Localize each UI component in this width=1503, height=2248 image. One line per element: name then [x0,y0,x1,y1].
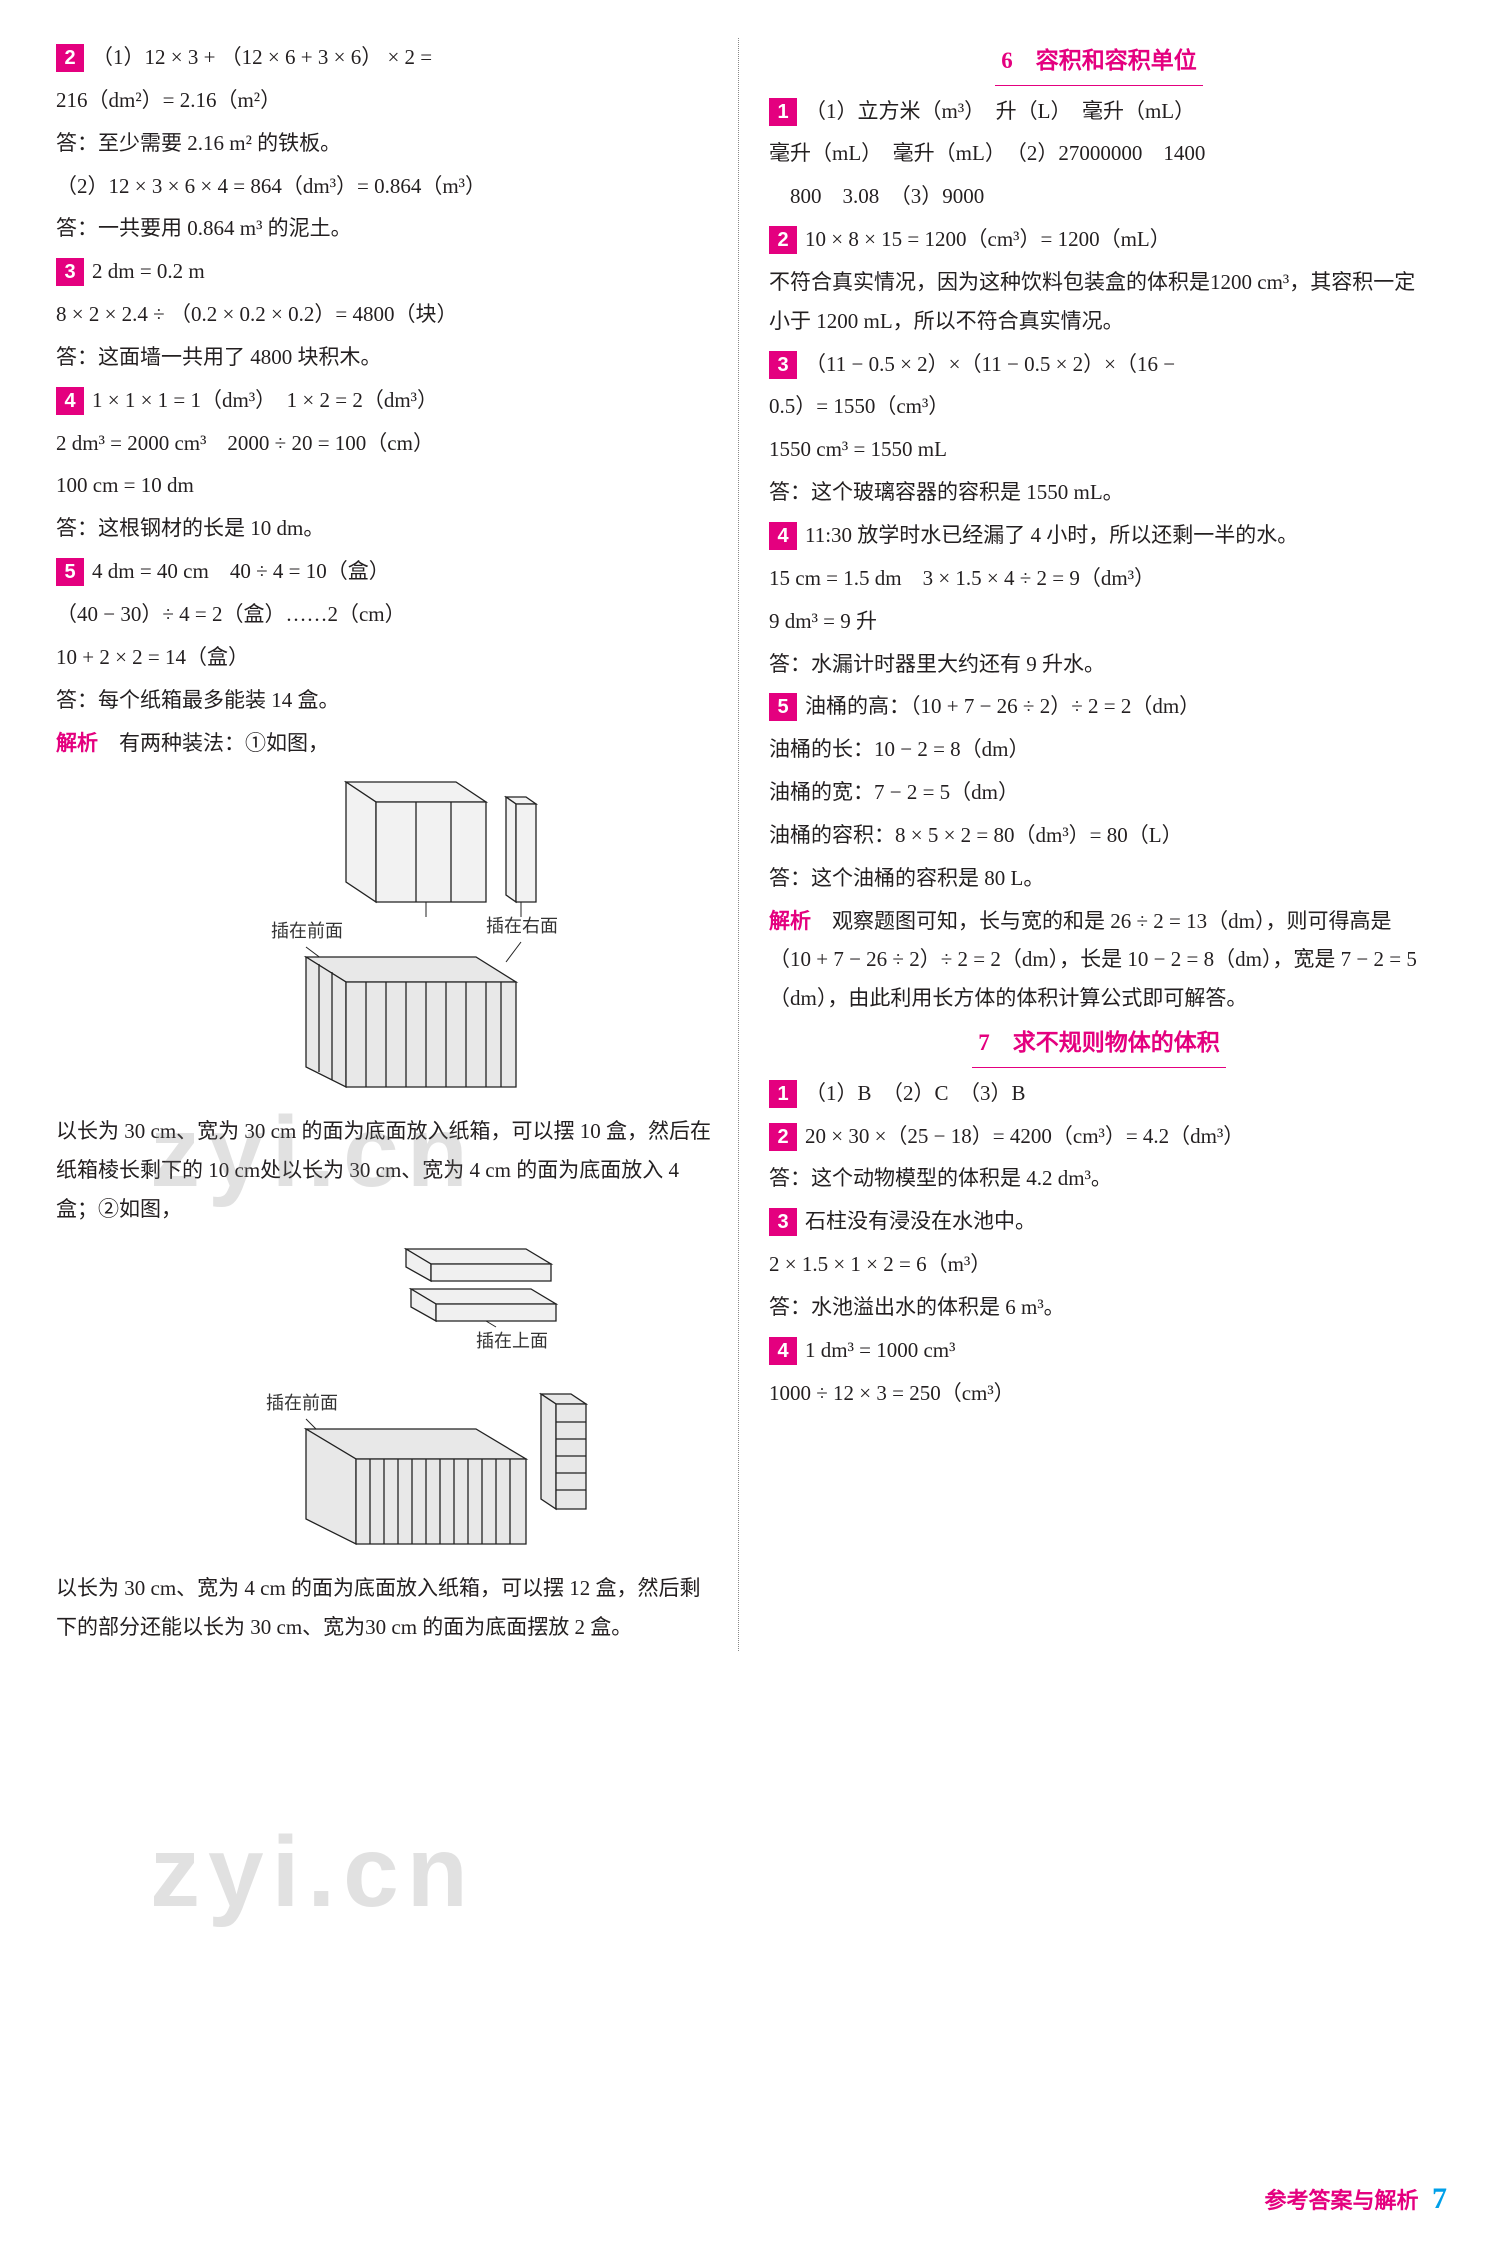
qnum-2: 2 [56,44,84,72]
text: 8 × 2 × 2.4 ÷ （0.2 × 0.2 × 0.2）= 4800（块） [56,295,716,334]
qnum-2: 2 [769,226,797,254]
text: 800 3.08 （3）9000 [769,177,1429,216]
text: 不符合真实情况，因为这种饮料包装盒的体积是1200 cm³，其容积一定小于 12… [769,263,1429,341]
text: （1）立方米（m³） 升（L） 毫升（mL） [805,99,1195,123]
text: 以长为 30 cm、宽为 4 cm 的面为底面放入纸箱，可以摆 12 盒，然后剩… [56,1569,716,1647]
qnum-2: 2 [769,1123,797,1151]
text: 答：这根钢材的长是 10 dm。 [56,509,716,548]
text: （2）12 × 3 × 6 × 4 = 864（dm³）= 0.864（m³） [56,167,716,206]
text: 答：这面墙一共用了 4800 块积木。 [56,338,716,377]
text: 石柱没有浸没在水池中。 [805,1209,1036,1233]
page-number: 7 [1432,2182,1447,2215]
page-footer: 参考答案与解析 7 [1264,2171,1447,2227]
text: 4 dm = 40 cm 40 ÷ 4 = 10（盒） [92,559,390,583]
text: 以长为 30 cm、宽为 30 cm 的面为底面放入纸箱，可以摆 10 盒，然后… [56,1112,716,1229]
text: 0.5）= 1550（cm³） [769,387,1429,426]
text: 答：水池溢出水的体积是 6 m³。 [769,1288,1429,1327]
figure-2: 插在上面 插在前面 [156,1239,616,1559]
text: 答：这个玻璃容器的容积是 1550 mL。 [769,473,1429,512]
qnum-5: 5 [769,693,797,721]
analysis-label: 解析 [769,909,811,933]
fig1-label-front: 插在前面 [271,921,343,941]
text: （11 − 0.5 × 2）×（11 − 0.5 × 2）×（16 − [805,352,1175,376]
text: 答：这个动物模型的体积是 4.2 dm³。 [769,1159,1429,1198]
qnum-4: 4 [769,1337,797,1365]
qnum-1: 1 [769,1080,797,1108]
text: 2 dm³ = 2000 cm³ 2000 ÷ 20 = 100（cm） [56,424,716,463]
text: 答：每个纸箱最多能装 14 盒。 [56,681,716,720]
text: 1000 ÷ 12 × 3 = 250（cm³） [769,1374,1429,1413]
right-column: 6 容积和容积单位 1 （1）立方米（m³） 升（L） 毫升（mL） 毫升（mL）… [738,38,1429,1651]
qnum-1: 1 [769,98,797,126]
qnum-3: 3 [769,351,797,379]
fig2-label-front: 插在前面 [266,1393,338,1413]
left-column: 2 （1）12 × 3 + （12 × 6 + 3 × 6） × 2 = 216（… [56,38,738,1651]
qnum-5: 5 [56,558,84,586]
text: （1）B （2）C （3）B [805,1081,1026,1105]
text: （40 − 30）÷ 4 = 2（盒）……2（cm） [56,595,716,634]
figure-1: 插在前面 插在右面 [176,772,596,1102]
text: 答：水漏计时器里大约还有 9 升水。 [769,645,1429,684]
text: 油桶的宽：7 − 2 = 5（dm） [769,773,1429,812]
qnum-3: 3 [769,1208,797,1236]
text: 答：这个油桶的容积是 80 L。 [769,859,1429,898]
text: 1 dm³ = 1000 cm³ [805,1338,955,1362]
text: 15 cm = 1.5 dm 3 × 1.5 × 4 ÷ 2 = 9（dm³） [769,559,1429,598]
text: 有两种装法：①如图， [98,731,329,755]
watermark: zyi.cn [150,1780,476,1965]
text: 20 × 30 ×（25 − 18）= 4200（cm³）= 4.2（dm³） [805,1124,1244,1148]
text: 11:30 放学时水已经漏了 4 小时，所以还剩一半的水。 [805,523,1298,547]
text: 9 dm³ = 9 升 [769,602,1429,641]
text: 100 cm = 10 dm [56,466,716,505]
fig2-label-top: 插在上面 [476,1331,548,1351]
text: 油桶的高：（10 + 7 − 26 ÷ 2）÷ 2 = 2（dm） [805,694,1200,718]
qnum-3: 3 [56,258,84,286]
text: 2 dm = 0.2 m [92,259,205,283]
text: 216（dm²）= 2.16（m²） [56,81,716,120]
text: 油桶的长：10 − 2 = 8（dm） [769,730,1429,769]
qnum-4: 4 [56,387,84,415]
text: 10 × 8 × 15 = 1200（cm³）= 1200（mL） [805,227,1171,251]
fig1-label-right: 插在右面 [486,916,558,936]
qnum-4: 4 [769,522,797,550]
text: 毫升（mL） 毫升（mL） （2）27000000 1400 [769,134,1429,173]
footer-label: 参考答案与解析 [1264,2188,1418,2213]
text: 10 + 2 × 2 = 14（盒） [56,638,716,677]
section-7-title: 7 求不规则物体的体积 [769,1022,1429,1068]
section-6-title: 6 容积和容积单位 [769,40,1429,86]
text: 观察题图可知，长与宽的和是 26 ÷ 2 = 13（dm），则可得高是（10 +… [769,909,1417,1011]
text: 答：一共要用 0.864 m³ 的泥土。 [56,209,716,248]
analysis-label: 解析 [56,731,98,755]
text: 2 × 1.5 × 1 × 2 = 6（m³） [769,1245,1429,1284]
text: 1550 cm³ = 1550 mL [769,430,1429,469]
text: （1）12 × 3 + （12 × 6 + 3 × 6） × 2 = [92,45,432,69]
text: 答：至少需要 2.16 m² 的铁板。 [56,124,716,163]
text: 油桶的容积：8 × 5 × 2 = 80（dm³）= 80（L） [769,816,1429,855]
text: 1 × 1 × 1 = 1（dm³） 1 × 2 = 2（dm³） [92,388,438,412]
